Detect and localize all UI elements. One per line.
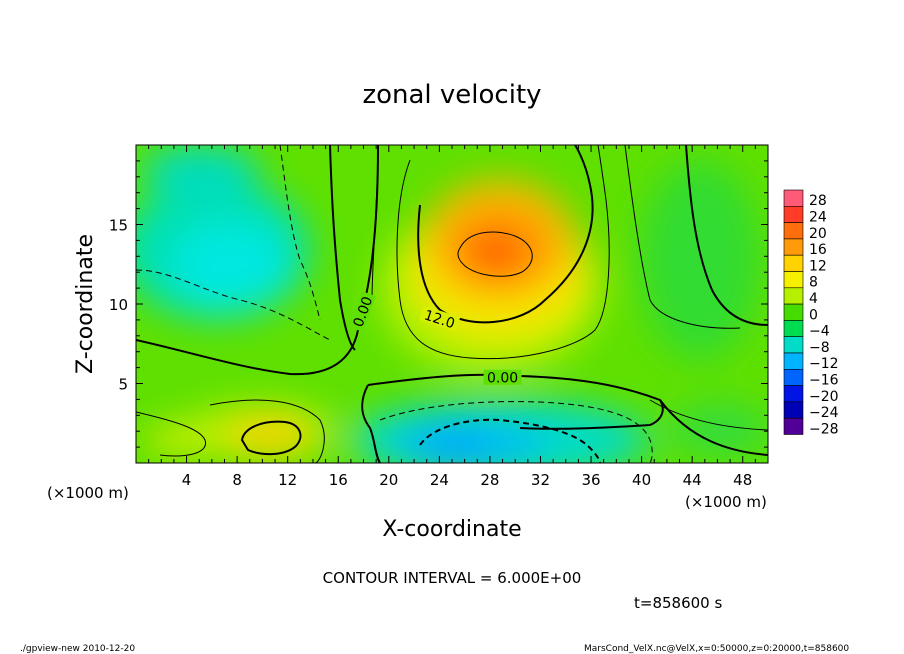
contour-label-bg: [348, 291, 376, 332]
colorbar-label: −16: [809, 372, 839, 388]
colorbar-swatch: [783, 417, 804, 435]
contour-lines: [136, 145, 768, 463]
x-axis-unit-right: (×1000 m): [685, 493, 767, 511]
colorbar-swatch: [783, 320, 804, 337]
velocity-field: [136, 145, 768, 463]
colorbar-swatch: [783, 385, 804, 403]
colorbar-swatch: [783, 336, 804, 354]
colorbar-label: 0: [809, 307, 818, 323]
y-axis-label: Z-coordinate: [73, 234, 98, 374]
colorbar-label: 28: [809, 193, 827, 209]
footer-right: MarsCond_VelX.nc@VelX,x=0:50000,z=0:2000…: [584, 644, 849, 654]
x-tick-label: 20: [379, 471, 398, 489]
colorbar-swatch: [783, 206, 804, 223]
colorbar-swatch: [783, 287, 804, 305]
x-tick-label: 8: [232, 471, 242, 489]
colorbar-label: 8: [809, 275, 818, 291]
chart-title: zonal velocity: [362, 80, 541, 110]
colorbar-swatch: [783, 368, 804, 386]
x-tick-label: 16: [329, 471, 348, 489]
colorbar-swatch: [783, 254, 804, 272]
x-tick-label: 36: [581, 471, 600, 489]
x-tick-label: 28: [480, 471, 499, 489]
y-axis: 5 10 15: [109, 160, 768, 448]
x-tick-label: 12: [278, 471, 297, 489]
x-axis-label: X-coordinate: [382, 517, 521, 542]
colorbar-label: 20: [809, 226, 827, 242]
colorbar-swatch: [783, 303, 804, 321]
colorbar-label: 16: [809, 242, 827, 258]
time-stamp: t=858600 s: [634, 594, 722, 612]
colorbar-label: −24: [809, 405, 839, 421]
colorbar-label: −8: [809, 340, 830, 356]
y-tick-label: 15: [109, 217, 128, 235]
contour-interval-note: CONTOUR INTERVAL = 6.000E+00: [323, 569, 582, 587]
y-tick-label: 5: [118, 376, 128, 394]
colorbar-label: −4: [809, 324, 830, 340]
colorbar-label: 4: [809, 291, 818, 307]
colorbar-swatch: [783, 352, 804, 370]
x-tick-label: 44: [683, 471, 702, 489]
x-tick-label: 4: [182, 471, 192, 489]
colorbar-swatch: [783, 401, 804, 419]
x-axis: 4 8 12 16 20 24 28 32 36 40 44 48: [148, 145, 756, 489]
colorbar-swatch: [783, 271, 804, 289]
colorbar-swatch: [783, 222, 804, 240]
contour-label-bg: [419, 305, 461, 332]
x-tick-label: 48: [733, 471, 752, 489]
footer-left: ./gpview-new 2010-12-20: [20, 644, 135, 654]
colorbar-label: −28: [809, 421, 839, 437]
contour-label: 0.00: [487, 371, 518, 387]
colorbar-label: −12: [809, 356, 839, 372]
colorbar-swatch: [783, 238, 804, 256]
x-axis-unit-left: (×1000 m): [47, 484, 129, 502]
colorbar-label: −20: [809, 389, 839, 405]
colorbar-label: 12: [809, 258, 827, 274]
x-tick-label: 24: [430, 471, 449, 489]
x-tick-label: 40: [632, 471, 651, 489]
colorbar-label: 24: [809, 209, 827, 225]
contour-label-bg: [483, 369, 522, 385]
colorbar-swatch: [783, 189, 804, 207]
y-tick-label: 10: [109, 296, 128, 314]
x-tick-label: 32: [531, 471, 550, 489]
